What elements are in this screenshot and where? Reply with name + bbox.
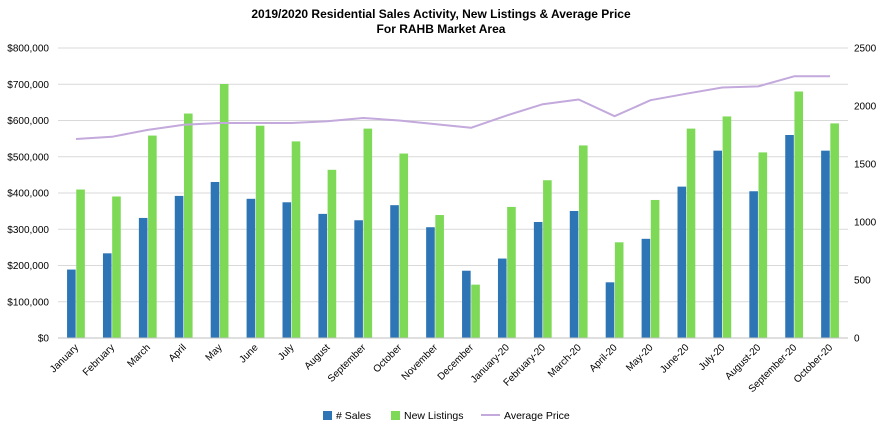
y-right-tick-label: 0 bbox=[854, 334, 860, 345]
bar-new-listings bbox=[255, 125, 265, 338]
x-axis-ticks: January February March April May June July Augu… bbox=[48, 342, 835, 395]
y-left-tick-label: $0 bbox=[38, 334, 50, 345]
legend-swatch-new-listings bbox=[391, 411, 400, 420]
bar-new-listings bbox=[794, 91, 804, 338]
x-tick-label: March bbox=[125, 342, 152, 369]
bar-new-listings bbox=[686, 128, 696, 338]
average-price-line-group bbox=[75, 75, 830, 140]
y-right-tick-label: 1000 bbox=[854, 218, 877, 229]
bar-new-listings bbox=[830, 123, 839, 339]
x-tick-label: May bbox=[204, 342, 225, 363]
bar-new-listings bbox=[183, 113, 193, 338]
bar-new-listings bbox=[758, 152, 768, 338]
x-tick-label: September bbox=[326, 342, 369, 385]
x-tick-label: October-20 bbox=[792, 342, 835, 385]
bar-new-listings bbox=[76, 189, 85, 338]
x-tick-label: June-20 bbox=[658, 342, 692, 376]
average-price-line bbox=[75, 75, 830, 140]
legend-label-sales: # Sales bbox=[336, 410, 371, 422]
legend-swatch-sales bbox=[323, 411, 332, 420]
bar-sales bbox=[569, 210, 579, 338]
bar-new-listings bbox=[722, 116, 732, 338]
x-tick-label: July bbox=[276, 342, 296, 362]
chart-subtitle: For RAHB Market Area bbox=[377, 22, 506, 36]
y-left-tick-label: $100,000 bbox=[7, 297, 49, 308]
y-left-tick-label: $800,000 bbox=[7, 44, 49, 55]
y-right-tick-label: 500 bbox=[854, 276, 871, 287]
legend-label-new-listings: New Listings bbox=[404, 410, 464, 422]
bar-sales bbox=[533, 222, 543, 338]
bar-sales bbox=[641, 238, 651, 338]
legend: # Sales New Listings Average Price bbox=[323, 410, 570, 422]
bar-new-listings bbox=[435, 215, 444, 338]
x-tick-label: April-20 bbox=[588, 342, 620, 374]
legend-label-average-price: Average Price bbox=[504, 410, 570, 422]
bar-sales bbox=[497, 258, 507, 338]
bar-sales bbox=[174, 195, 184, 338]
bar-sales bbox=[785, 135, 794, 338]
x-tick-label: November bbox=[400, 342, 441, 383]
x-tick-label: January bbox=[48, 342, 81, 375]
bar-new-listings bbox=[543, 180, 552, 338]
bar-sales bbox=[318, 213, 328, 338]
y-left-tick-label: $400,000 bbox=[7, 189, 49, 200]
bar-new-listings bbox=[112, 196, 121, 338]
bar-sales bbox=[282, 202, 292, 338]
bar-new-listings bbox=[399, 153, 409, 338]
right-axis-ticks: 0 500 1000 1500 2000 2500 bbox=[854, 44, 877, 345]
bar-sales bbox=[677, 186, 687, 338]
bar-new-listings bbox=[614, 242, 624, 338]
bar-new-listings bbox=[148, 135, 157, 338]
bar-new-listings bbox=[363, 128, 373, 338]
x-tick-label: June bbox=[238, 342, 261, 365]
bar-sales bbox=[210, 181, 220, 338]
y-left-tick-label: $700,000 bbox=[7, 80, 49, 91]
bar-sales bbox=[138, 217, 148, 338]
bar-sales bbox=[605, 282, 615, 338]
x-tick-label: April bbox=[167, 342, 189, 364]
y-left-tick-label: $300,000 bbox=[7, 225, 49, 236]
bar-sales bbox=[102, 253, 112, 338]
bar-sales bbox=[390, 205, 399, 338]
bar-new-listings bbox=[327, 169, 337, 338]
bar-sales bbox=[67, 269, 76, 338]
bar-sales bbox=[713, 150, 723, 338]
bar-new-listings bbox=[471, 284, 480, 338]
y-left-tick-label: $500,000 bbox=[7, 152, 49, 163]
bar-sales bbox=[426, 227, 435, 338]
bar-new-listings bbox=[291, 141, 301, 338]
chart-title: 2019/2020 Residential Sales Activity, Ne… bbox=[251, 7, 631, 21]
bar-sales bbox=[821, 150, 830, 338]
x-tick-label: August bbox=[303, 342, 333, 372]
left-axis-ticks: $0 $100,000 $200,000 $300,000 $400,000 $500,0… bbox=[7, 44, 49, 345]
bar-new-listings bbox=[507, 206, 516, 338]
x-tick-label: October bbox=[371, 342, 404, 375]
y-left-tick-label: $600,000 bbox=[7, 116, 49, 127]
x-tick-label: February bbox=[81, 342, 117, 378]
y-left-tick-label: $200,000 bbox=[7, 261, 49, 272]
bar-new-listings bbox=[219, 83, 229, 339]
y-right-tick-label: 1500 bbox=[854, 160, 877, 171]
y-right-tick-label: 2500 bbox=[854, 44, 877, 55]
x-tick-label: May-20 bbox=[624, 342, 656, 374]
bar-sales bbox=[354, 220, 363, 338]
bar-sales bbox=[246, 198, 256, 338]
bar-sales bbox=[462, 270, 471, 338]
bars bbox=[67, 83, 839, 339]
y-right-tick-label: 2000 bbox=[854, 102, 877, 113]
bar-new-listings bbox=[650, 199, 660, 338]
x-tick-label: March-20 bbox=[546, 342, 584, 380]
x-tick-label: July-20 bbox=[697, 342, 728, 373]
bar-new-listings bbox=[578, 145, 588, 338]
bar-sales bbox=[749, 191, 758, 338]
